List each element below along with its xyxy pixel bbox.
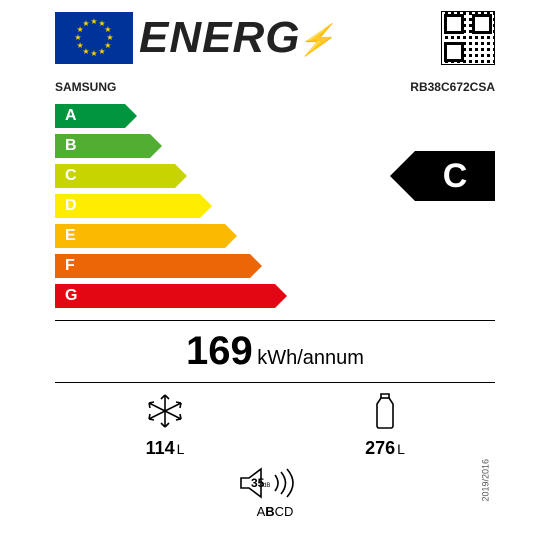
fridge-spec: 276L (320, 391, 450, 459)
fridge-unit: L (397, 441, 405, 457)
scale-arrow-c: C (55, 164, 175, 188)
scale-arrow-g: G (55, 284, 275, 308)
eu-flag: ★★★★★★★★★★★★ (55, 12, 133, 64)
freezer-unit: L (177, 441, 185, 457)
sound-classes: ABCD (55, 504, 495, 519)
qr-code (441, 11, 495, 65)
energy-consumption: 169 kWh/annum (55, 321, 495, 383)
energy-title: ENERG⚡ (133, 13, 441, 63)
scale-arrow-d: D (55, 194, 200, 218)
specs-row: 114L 276L (55, 391, 495, 459)
consumption-unit: kWh/annum (257, 347, 364, 369)
brand-name: SAMSUNG (55, 80, 116, 94)
energy-text: ENERG (139, 13, 300, 62)
scale-arrow-a: A (55, 104, 125, 128)
regulation-number: 2019/2016 (481, 459, 491, 502)
bottle-icon (370, 391, 400, 431)
scale-arrow-e: E (55, 224, 225, 248)
svg-text:dB: dB (263, 483, 270, 489)
scale-arrow-b: B (55, 134, 150, 158)
speaker-icon: 35 dB (235, 465, 315, 501)
sound-spec: 35 dB ABCD (55, 465, 495, 519)
brand-row: SAMSUNG RB38C672CSA (55, 80, 495, 94)
model-number: RB38C672CSA (410, 80, 495, 94)
consumption-value: 169 (186, 329, 253, 373)
snowflake-icon (143, 391, 187, 431)
freezer-value: 114 (146, 438, 175, 458)
header: ★★★★★★★★★★★★ ENERG⚡ (55, 8, 495, 68)
energy-scale: ABCDEFGC (55, 104, 495, 314)
freezer-spec: 114L (100, 391, 230, 459)
rating-arrow: C (415, 151, 495, 201)
bolt-icon: ⚡ (297, 23, 335, 58)
scale-arrow-f: F (55, 254, 250, 278)
fridge-value: 276 (365, 438, 395, 458)
